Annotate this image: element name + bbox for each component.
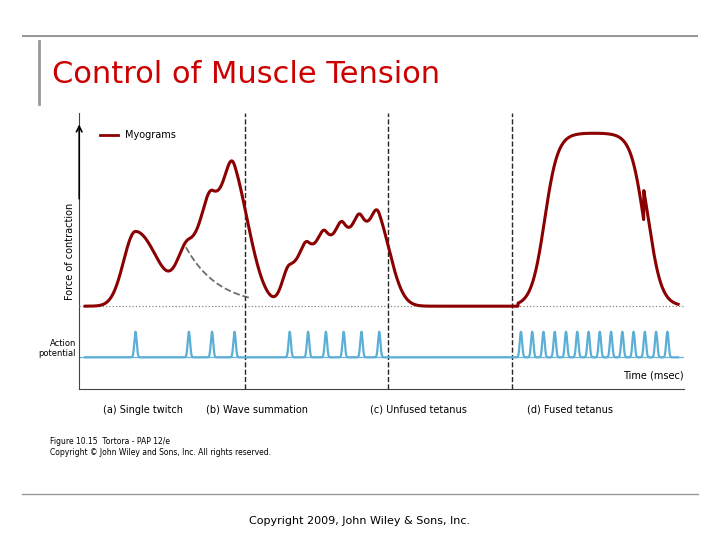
Text: Control of Muscle Tension: Control of Muscle Tension [52,60,440,89]
Text: Time (msec): Time (msec) [624,370,684,380]
Text: (a) Single twitch: (a) Single twitch [104,405,184,415]
Y-axis label: Force of contraction: Force of contraction [65,202,75,300]
Text: (c) Unfused tetanus: (c) Unfused tetanus [369,405,467,415]
Text: (d) Fused tetanus: (d) Fused tetanus [527,405,613,415]
Text: (b) Wave summation: (b) Wave summation [206,405,308,415]
Legend: Myograms: Myograms [96,126,180,144]
Text: Figure 10.15  Tortora - PAP 12/e
Copyright © John Wiley and Sons, Inc. All right: Figure 10.15 Tortora - PAP 12/e Copyrigh… [50,437,271,457]
Text: Copyright 2009, John Wiley & Sons, Inc.: Copyright 2009, John Wiley & Sons, Inc. [249,516,471,526]
Text: Action
potential: Action potential [39,339,76,358]
